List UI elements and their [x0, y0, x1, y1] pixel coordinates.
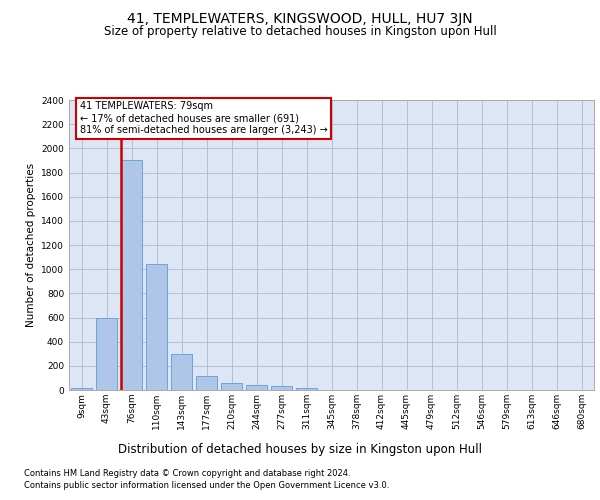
- Text: Size of property relative to detached houses in Kingston upon Hull: Size of property relative to detached ho…: [104, 25, 496, 38]
- Text: 41, TEMPLEWATERS, KINGSWOOD, HULL, HU7 3JN: 41, TEMPLEWATERS, KINGSWOOD, HULL, HU7 3…: [127, 12, 473, 26]
- Bar: [171, 354, 192, 390]
- Text: Contains public sector information licensed under the Open Government Licence v3: Contains public sector information licen…: [24, 481, 389, 490]
- Bar: [196, 376, 217, 390]
- Bar: [71, 388, 92, 390]
- Bar: [146, 264, 167, 390]
- Bar: [96, 318, 117, 390]
- Bar: [271, 386, 292, 390]
- Text: Contains HM Land Registry data © Crown copyright and database right 2024.: Contains HM Land Registry data © Crown c…: [24, 469, 350, 478]
- Text: Distribution of detached houses by size in Kingston upon Hull: Distribution of detached houses by size …: [118, 442, 482, 456]
- Bar: [296, 388, 317, 390]
- Y-axis label: Number of detached properties: Number of detached properties: [26, 163, 35, 327]
- Bar: [246, 384, 267, 390]
- Text: 41 TEMPLEWATERS: 79sqm
← 17% of detached houses are smaller (691)
81% of semi-de: 41 TEMPLEWATERS: 79sqm ← 17% of detached…: [79, 102, 327, 134]
- Bar: [121, 160, 142, 390]
- Bar: [221, 384, 242, 390]
